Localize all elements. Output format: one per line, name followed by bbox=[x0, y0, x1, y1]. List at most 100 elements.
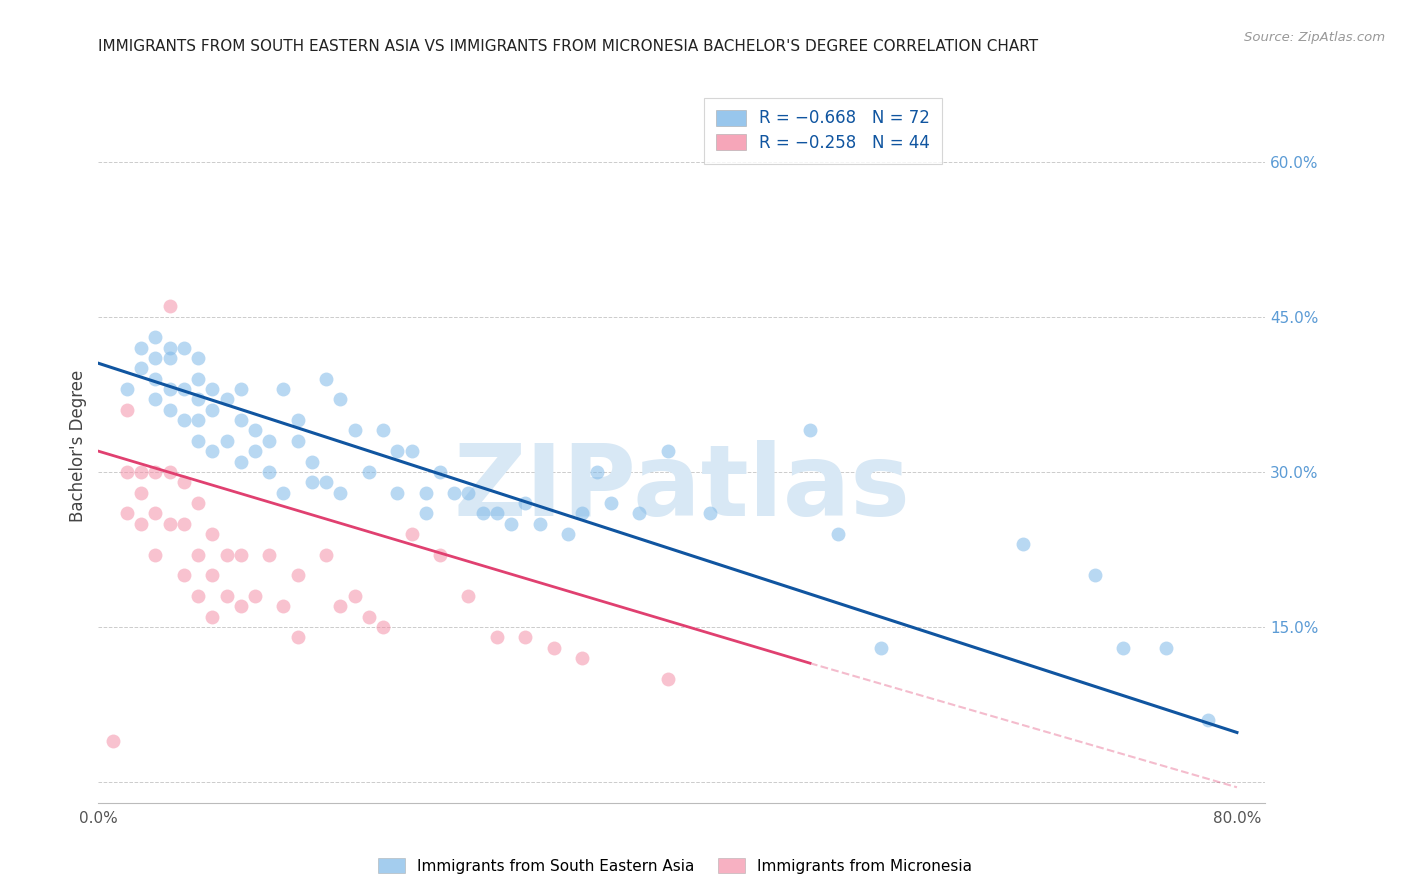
Point bbox=[115, 506, 138, 520]
Point bbox=[159, 382, 181, 396]
Point bbox=[159, 341, 181, 355]
Point bbox=[187, 589, 209, 603]
Point bbox=[571, 651, 593, 665]
Point bbox=[870, 640, 893, 655]
Point bbox=[529, 516, 551, 531]
Point bbox=[1154, 640, 1177, 655]
Point bbox=[1198, 713, 1220, 727]
Point bbox=[543, 640, 565, 655]
Point bbox=[315, 548, 337, 562]
Point bbox=[401, 527, 423, 541]
Point bbox=[187, 413, 209, 427]
Point bbox=[143, 330, 166, 344]
Point bbox=[343, 424, 366, 438]
Point bbox=[1084, 568, 1107, 582]
Point bbox=[1012, 537, 1035, 551]
Point bbox=[287, 413, 309, 427]
Point bbox=[287, 568, 309, 582]
Point bbox=[628, 506, 651, 520]
Point bbox=[357, 465, 380, 479]
Point bbox=[201, 568, 224, 582]
Point bbox=[657, 444, 679, 458]
Point bbox=[1112, 640, 1135, 655]
Point bbox=[187, 392, 209, 407]
Point bbox=[143, 372, 166, 386]
Point bbox=[159, 299, 181, 313]
Legend: R = −0.668   N = 72, R = −0.258   N = 44: R = −0.668 N = 72, R = −0.258 N = 44 bbox=[704, 97, 942, 163]
Point bbox=[159, 402, 181, 417]
Point bbox=[457, 485, 479, 500]
Point bbox=[229, 454, 252, 468]
Point bbox=[287, 630, 309, 644]
Point bbox=[229, 413, 252, 427]
Point bbox=[357, 609, 380, 624]
Point bbox=[229, 599, 252, 614]
Point bbox=[415, 506, 437, 520]
Point bbox=[187, 434, 209, 448]
Point bbox=[699, 506, 721, 520]
Point bbox=[599, 496, 621, 510]
Y-axis label: Bachelor's Degree: Bachelor's Degree bbox=[69, 370, 87, 522]
Point bbox=[187, 351, 209, 365]
Point bbox=[187, 496, 209, 510]
Point bbox=[257, 434, 280, 448]
Point bbox=[143, 392, 166, 407]
Point bbox=[457, 589, 479, 603]
Text: IMMIGRANTS FROM SOUTH EASTERN ASIA VS IMMIGRANTS FROM MICRONESIA BACHELOR'S DEGR: IMMIGRANTS FROM SOUTH EASTERN ASIA VS IM… bbox=[98, 38, 1039, 54]
Point bbox=[187, 548, 209, 562]
Point bbox=[173, 413, 195, 427]
Point bbox=[415, 485, 437, 500]
Point bbox=[515, 496, 537, 510]
Point bbox=[371, 620, 394, 634]
Point bbox=[387, 444, 409, 458]
Point bbox=[173, 382, 195, 396]
Point bbox=[387, 485, 409, 500]
Point bbox=[229, 382, 252, 396]
Point bbox=[799, 424, 821, 438]
Point bbox=[485, 630, 508, 644]
Point bbox=[443, 485, 465, 500]
Point bbox=[229, 548, 252, 562]
Point bbox=[329, 599, 352, 614]
Point bbox=[315, 372, 337, 386]
Point bbox=[515, 630, 537, 644]
Point bbox=[215, 392, 238, 407]
Point bbox=[215, 548, 238, 562]
Point bbox=[585, 465, 607, 479]
Point bbox=[187, 372, 209, 386]
Point bbox=[173, 568, 195, 582]
Point bbox=[101, 733, 124, 747]
Point bbox=[301, 454, 323, 468]
Point bbox=[201, 402, 224, 417]
Point bbox=[257, 548, 280, 562]
Point bbox=[115, 465, 138, 479]
Point bbox=[129, 516, 152, 531]
Point bbox=[243, 589, 266, 603]
Point bbox=[115, 402, 138, 417]
Point bbox=[401, 444, 423, 458]
Point bbox=[429, 465, 451, 479]
Point bbox=[301, 475, 323, 490]
Point bbox=[173, 475, 195, 490]
Point bbox=[215, 589, 238, 603]
Point bbox=[129, 465, 152, 479]
Legend: Immigrants from South Eastern Asia, Immigrants from Micronesia: Immigrants from South Eastern Asia, Immi… bbox=[371, 852, 979, 880]
Point bbox=[201, 527, 224, 541]
Point bbox=[329, 392, 352, 407]
Point bbox=[143, 548, 166, 562]
Point bbox=[159, 465, 181, 479]
Point bbox=[201, 444, 224, 458]
Point bbox=[115, 382, 138, 396]
Point bbox=[657, 672, 679, 686]
Point bbox=[143, 506, 166, 520]
Point bbox=[429, 548, 451, 562]
Point bbox=[827, 527, 849, 541]
Point bbox=[215, 434, 238, 448]
Point bbox=[557, 527, 579, 541]
Point bbox=[257, 465, 280, 479]
Point bbox=[501, 516, 523, 531]
Text: Source: ZipAtlas.com: Source: ZipAtlas.com bbox=[1244, 31, 1385, 45]
Point bbox=[143, 465, 166, 479]
Point bbox=[159, 516, 181, 531]
Point bbox=[129, 485, 152, 500]
